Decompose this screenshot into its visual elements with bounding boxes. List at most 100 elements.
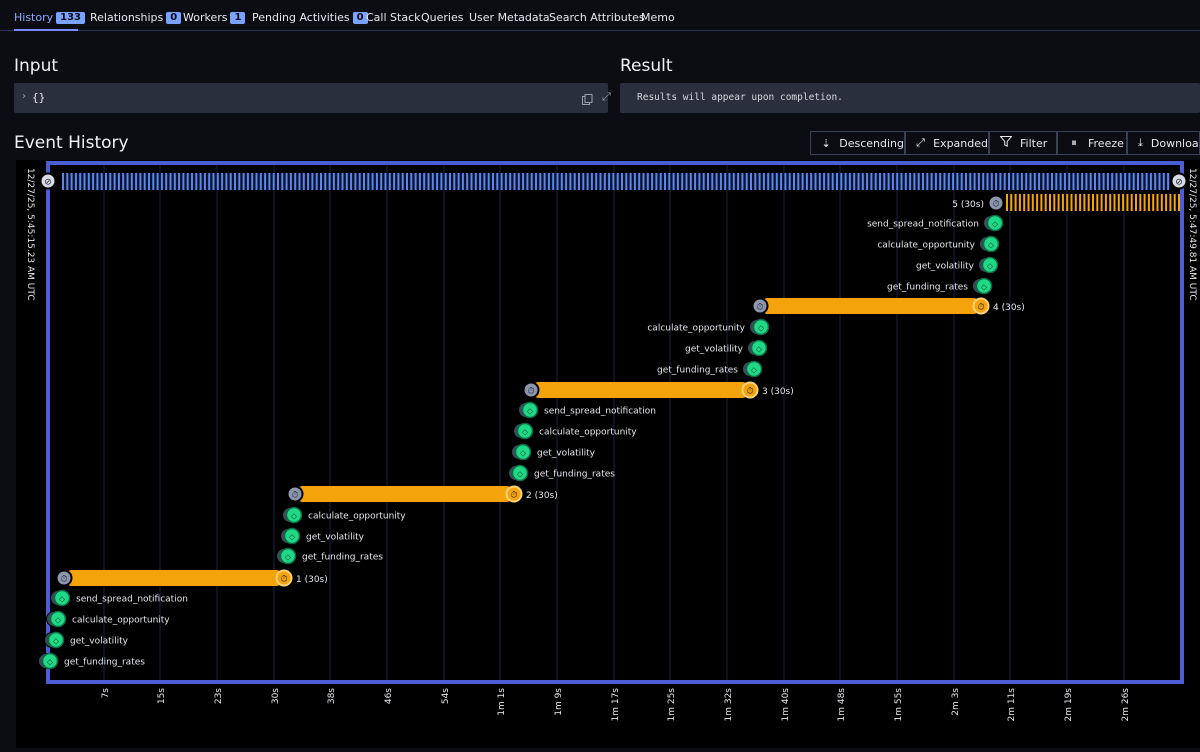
workflow-event-tick (732, 173, 735, 190)
activity-completed-icon[interactable] (521, 401, 539, 419)
button-label: Expanded (933, 136, 988, 150)
timer-start-icon[interactable] (522, 381, 540, 399)
expanded-button[interactable]: ⤢ Expanded (905, 131, 989, 155)
activity-completed-icon[interactable] (53, 589, 71, 607)
timer-running-tick (1049, 194, 1051, 211)
input-title: Input (14, 56, 59, 76)
tab-call-stack[interactable]: Call Stack (366, 11, 420, 24)
activity-completed-icon[interactable] (49, 610, 67, 628)
tick-label: 2m 26s (1121, 688, 1131, 722)
timer-running-tick (1178, 194, 1180, 211)
workflow-event-tick (268, 173, 271, 190)
workflow-event-tick (461, 173, 464, 190)
workflow-event-tick (651, 173, 654, 190)
timer-fired-icon[interactable] (741, 381, 759, 399)
expand-icon[interactable]: ⤢ (602, 90, 611, 103)
activity-completed-icon[interactable] (285, 506, 303, 524)
freeze-button[interactable]: ⏸ Freeze (1057, 131, 1127, 155)
activity-completed-icon[interactable] (516, 422, 534, 440)
workflow-event-tick (62, 173, 64, 190)
activity-completed-icon[interactable] (982, 235, 1000, 253)
tick-label: 15s (157, 688, 167, 704)
workflow-end-icon[interactable] (1170, 172, 1188, 190)
copy-icon[interactable] (582, 91, 593, 110)
activity-glyph: ◇ (981, 283, 988, 292)
timer-bar[interactable] (64, 570, 284, 586)
activity-completed-icon[interactable] (986, 214, 1004, 232)
tab-user-metadata[interactable]: User Metadata (469, 11, 550, 24)
chevron-right-icon[interactable]: › (22, 91, 26, 102)
tab-queries[interactable]: Queries (421, 11, 463, 24)
activity-completed-icon[interactable] (745, 360, 763, 378)
timer-start-icon-glyph: ⏱ (291, 491, 298, 501)
activity-completed-icon[interactable] (981, 256, 999, 274)
workflow-event-tick (676, 173, 679, 190)
workflow-event-tick (681, 173, 684, 190)
timer-start-icon[interactable] (286, 485, 304, 503)
timer-bar[interactable] (760, 298, 981, 314)
workflow-event-tick (767, 173, 770, 190)
workflow-event-tick (569, 173, 572, 190)
workflow-event-tick (487, 173, 490, 190)
sort-descending-button[interactable]: ⇣ Descending (810, 131, 905, 155)
timer-start-icon[interactable] (987, 194, 1005, 212)
timer-start-icon[interactable] (55, 569, 73, 587)
workflow-event-tick (724, 173, 727, 190)
count-badge: 1 (230, 11, 246, 24)
download-button[interactable]: ⤓ Download (1127, 131, 1200, 155)
timer-label: 5 (30s) (952, 200, 984, 210)
timer-label: 1 (30s) (296, 575, 328, 585)
count-badge: 133 (56, 11, 86, 24)
tab-memo[interactable]: Memo (641, 11, 675, 24)
workflow-event-tick (599, 173, 602, 190)
workflow-event-tick (259, 173, 262, 190)
timer-fired-icon[interactable] (275, 569, 293, 587)
activity-completed-icon[interactable] (47, 631, 65, 649)
workflow-start-icon[interactable] (39, 172, 57, 190)
workflow-event-tick (702, 173, 705, 190)
workflow-event-tick (578, 173, 580, 190)
timer-bar[interactable] (531, 382, 750, 398)
activity-completed-icon[interactable] (283, 527, 301, 545)
timer-fired-icon[interactable] (972, 297, 990, 315)
tab-relationships[interactable]: Relationships 0 (90, 11, 182, 24)
workflow-event-tick (79, 173, 82, 190)
workflow-event-tick (466, 173, 469, 190)
activity-label: calculate_opportunity (72, 616, 170, 626)
workflow-event-tick (109, 173, 112, 190)
tab-search-attributes[interactable]: Search Attributes (549, 11, 645, 24)
workflow-event-tick (685, 173, 688, 190)
workflow-event-tick (139, 173, 142, 190)
workflow-event-tick (431, 173, 434, 190)
activity-completed-icon[interactable] (750, 339, 768, 357)
timer-fired-icon[interactable] (505, 485, 523, 503)
activity-completed-icon[interactable] (752, 318, 770, 336)
workflow-event-tick (952, 173, 955, 190)
filter-button[interactable]: Filter (989, 131, 1057, 155)
workflow-event-tick (130, 173, 133, 190)
activity-completed-icon[interactable] (41, 652, 59, 670)
workflow-event-tick (246, 173, 249, 190)
workflow-event-tick (66, 173, 69, 190)
timer-running-tick (1027, 194, 1030, 211)
workflow-event-tick (160, 173, 163, 190)
activity-glyph: ◇ (517, 470, 524, 479)
tab-history[interactable]: History 133 (14, 11, 86, 24)
tab-workers[interactable]: Workers 1 (183, 11, 246, 24)
workflow-event-tick (625, 173, 628, 190)
workflow-event-tick (891, 173, 894, 190)
activity-completed-icon[interactable] (279, 547, 297, 565)
workflow-event-tick (272, 173, 275, 190)
activity-completed-icon[interactable] (514, 443, 532, 461)
activity-completed-icon[interactable] (511, 464, 529, 482)
activity-completed-icon[interactable] (975, 277, 993, 295)
workflow-event-tick (294, 173, 297, 190)
timer-start-icon[interactable] (751, 297, 769, 315)
timer-fired-icon-glyph: ⏱ (510, 491, 517, 501)
workflow-event-tick (1124, 173, 1127, 190)
workflow-event-tick (324, 173, 327, 190)
timer-bar[interactable] (295, 486, 514, 502)
tab-pending-activities[interactable]: Pending Activities 0 (252, 11, 368, 24)
workflow-event-tick (92, 173, 95, 190)
workflow-event-tick (401, 173, 404, 190)
